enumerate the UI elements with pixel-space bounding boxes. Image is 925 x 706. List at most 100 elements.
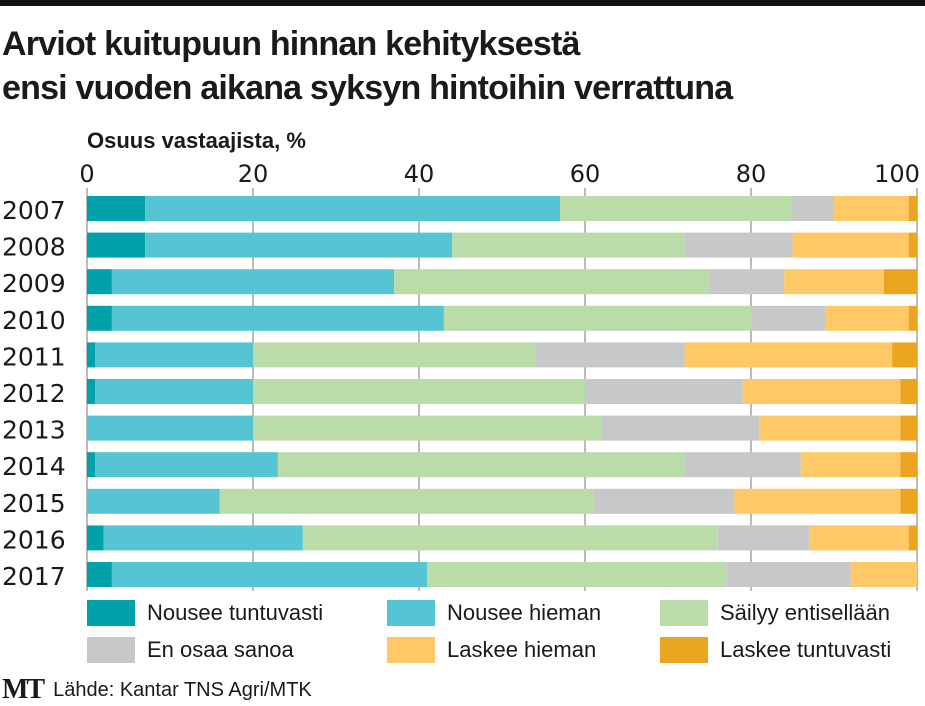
bar-segment <box>111 305 444 331</box>
bar-segment <box>900 379 917 404</box>
legend-swatch <box>660 637 708 663</box>
y-tick-label: 2015 <box>2 489 66 518</box>
y-tick-label: 2012 <box>2 379 66 408</box>
bar-segment <box>684 342 893 368</box>
legend-item: Nousee hieman <box>387 600 601 626</box>
legend-swatch <box>387 637 435 663</box>
bar-segment <box>792 196 834 221</box>
bar-chart: 0 20 40 60 80 100 2007 2008 2009 2010 2011 2012 2013… <box>2 160 920 591</box>
bar-segment <box>908 305 917 331</box>
legend-item: Laskee tuntuvasti <box>660 637 891 663</box>
bar-segment <box>908 196 917 221</box>
footer: MT Lähde: Kantar TNS Agri/MTK <box>2 674 312 706</box>
bar-segment <box>834 196 909 221</box>
bar-segment <box>87 415 253 441</box>
bar-segment <box>684 452 801 478</box>
bar-segment <box>452 232 685 258</box>
bar-segment <box>784 269 884 295</box>
bar-segment <box>427 562 727 587</box>
bar-segment <box>95 342 253 368</box>
title-line-1: Arviot kuitupuun hinnan kehityksestä <box>2 25 580 63</box>
x-tick-label: 100 <box>874 160 920 188</box>
bar-segment <box>111 269 395 295</box>
x-tick-label: 40 <box>404 160 435 188</box>
bar-segment <box>394 269 710 295</box>
bar-segment <box>742 379 901 404</box>
legend-swatch <box>660 600 708 626</box>
bar-segment <box>908 232 917 258</box>
bar-segment <box>717 525 810 551</box>
bar-segment <box>535 342 685 368</box>
title-line-2: ensi vuoden aikana syksyn hintoihin verr… <box>2 69 733 107</box>
legend-label: Laskee tuntuvasti <box>720 637 892 662</box>
bar-segment <box>253 415 602 441</box>
bar-segment <box>825 305 909 331</box>
bar-segment <box>87 452 96 478</box>
bar-segment <box>883 269 917 295</box>
bar-segment <box>253 379 585 404</box>
bar-segment <box>87 562 112 587</box>
bar-segment <box>809 525 909 551</box>
y-tick-label: 2011 <box>2 342 66 371</box>
y-tick-label: 2010 <box>2 306 66 335</box>
bar-segment <box>87 525 104 551</box>
chart-title: Arviot kuitupuun hinnan kehityksestä ens… <box>2 22 733 110</box>
x-tick-label: 0 <box>79 160 94 188</box>
bar-segment <box>87 488 220 514</box>
legend-item: Nousee tuntuvasti <box>87 600 323 626</box>
x-axis-label: Osuus vastaajista, % <box>87 128 306 153</box>
bar-segment <box>95 452 278 478</box>
x-tick-label: 80 <box>736 160 767 188</box>
bar-segment <box>709 269 785 295</box>
legend-label: Säilyy entisellään <box>720 600 890 625</box>
bar-segment <box>443 305 751 331</box>
legend-label: Nousee tuntuvasti <box>147 600 324 625</box>
legend-swatch <box>87 600 135 626</box>
x-tick-label: 20 <box>238 160 269 188</box>
bar-segment <box>593 488 735 514</box>
bar-segment <box>87 232 146 258</box>
bar-segment <box>87 379 96 404</box>
bar-segment <box>95 379 253 404</box>
y-tick-label: 2016 <box>2 525 66 554</box>
y-tick-label: 2013 <box>2 416 66 445</box>
bar-segment <box>792 232 909 258</box>
bar-segment <box>253 342 536 368</box>
bar-segment <box>908 525 917 551</box>
bar-segment <box>87 269 112 295</box>
legend-label: Nousee hieman <box>447 600 602 625</box>
bar-segment <box>800 452 901 478</box>
bar-segment <box>145 232 453 258</box>
bar-segment <box>900 415 917 441</box>
legend-item: Laskee hieman <box>387 637 596 663</box>
y-tick-label: 2008 <box>2 233 66 262</box>
bar-segment <box>302 525 718 551</box>
top-rule <box>0 0 925 6</box>
bar-segment <box>585 379 743 404</box>
source-text: Lähde: Kantar TNS Agri/MTK <box>53 678 312 701</box>
bar-segment <box>759 415 901 441</box>
bar-segment <box>726 562 851 587</box>
y-tick-label: 2014 <box>2 452 66 481</box>
bar-segment <box>734 488 901 514</box>
bar-segment <box>277 452 685 478</box>
y-tick-label: 2017 <box>2 562 66 591</box>
legend-label: Laskee hieman <box>447 637 597 662</box>
y-tick-label: 2009 <box>2 269 66 298</box>
legend-item: En osaa sanoa <box>87 637 294 663</box>
bar-segment <box>684 232 793 258</box>
bar-segment <box>601 415 760 441</box>
legend-swatch <box>387 600 435 626</box>
mt-logo: MT <box>2 674 45 705</box>
bar-segment <box>900 488 917 514</box>
legend-item: Säilyy entisellään <box>660 600 890 626</box>
bar-segment <box>892 342 917 368</box>
bar-segment <box>111 562 428 587</box>
bar-segment <box>850 562 917 587</box>
bar-segment <box>219 488 594 514</box>
bar-segment <box>87 305 112 331</box>
y-tick-label: 2007 <box>2 196 66 225</box>
bar-segment <box>751 305 826 331</box>
bar-segment <box>560 196 793 221</box>
bar-segment <box>103 525 303 551</box>
